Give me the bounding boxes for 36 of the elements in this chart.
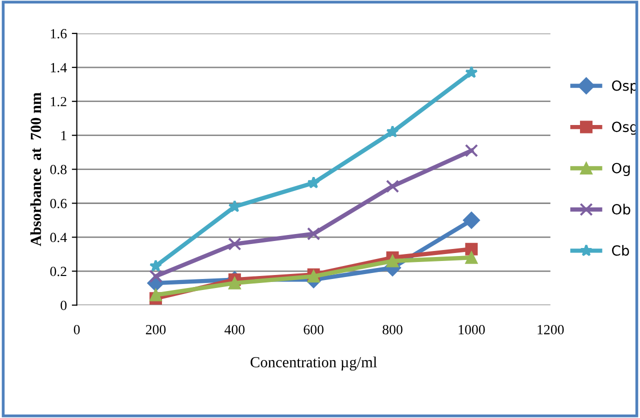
x-tick-label: 400 bbox=[224, 324, 245, 334]
point bbox=[228, 276, 241, 290]
x-tick-label: 0 bbox=[74, 324, 80, 334]
point bbox=[149, 259, 162, 272]
point bbox=[386, 254, 399, 268]
point bbox=[386, 180, 400, 193]
point bbox=[307, 227, 320, 240]
x-axis-title: Concentration µg/ml bbox=[250, 356, 377, 371]
y-tick-label: 0.4 bbox=[50, 232, 67, 242]
x-tick-label: 800 bbox=[382, 324, 402, 334]
legend-label: Ob bbox=[612, 204, 630, 215]
x-tick-label: 600 bbox=[304, 324, 324, 334]
y-tick-label: 1 bbox=[61, 130, 66, 140]
point bbox=[149, 288, 162, 302]
point bbox=[307, 176, 320, 188]
point bbox=[149, 270, 162, 283]
point bbox=[386, 125, 399, 138]
point bbox=[228, 237, 242, 251]
point bbox=[464, 144, 478, 158]
point bbox=[462, 212, 480, 229]
point bbox=[465, 251, 478, 264]
y-tick-label: 0.6 bbox=[50, 198, 67, 208]
y-tick-label: 0 bbox=[60, 300, 67, 310]
point bbox=[465, 66, 478, 78]
x-tick-label: 200 bbox=[146, 324, 166, 334]
y-axis-title: Absorbance at 700 nm bbox=[30, 92, 42, 246]
y-tick-label: 1.4 bbox=[50, 63, 67, 72]
x-tick-label: 1000 bbox=[458, 324, 485, 334]
y-tick-label: 1.6 bbox=[50, 29, 67, 38]
y-tick-label: 0.8 bbox=[50, 164, 67, 174]
y-tick-label: 0.2 bbox=[50, 266, 66, 276]
point bbox=[465, 242, 478, 256]
legend-label: Og bbox=[612, 162, 630, 176]
x-tick-label: 1200 bbox=[538, 324, 564, 334]
legend-label: Cb bbox=[612, 245, 630, 256]
y-tick-label: 1.2 bbox=[50, 96, 66, 106]
